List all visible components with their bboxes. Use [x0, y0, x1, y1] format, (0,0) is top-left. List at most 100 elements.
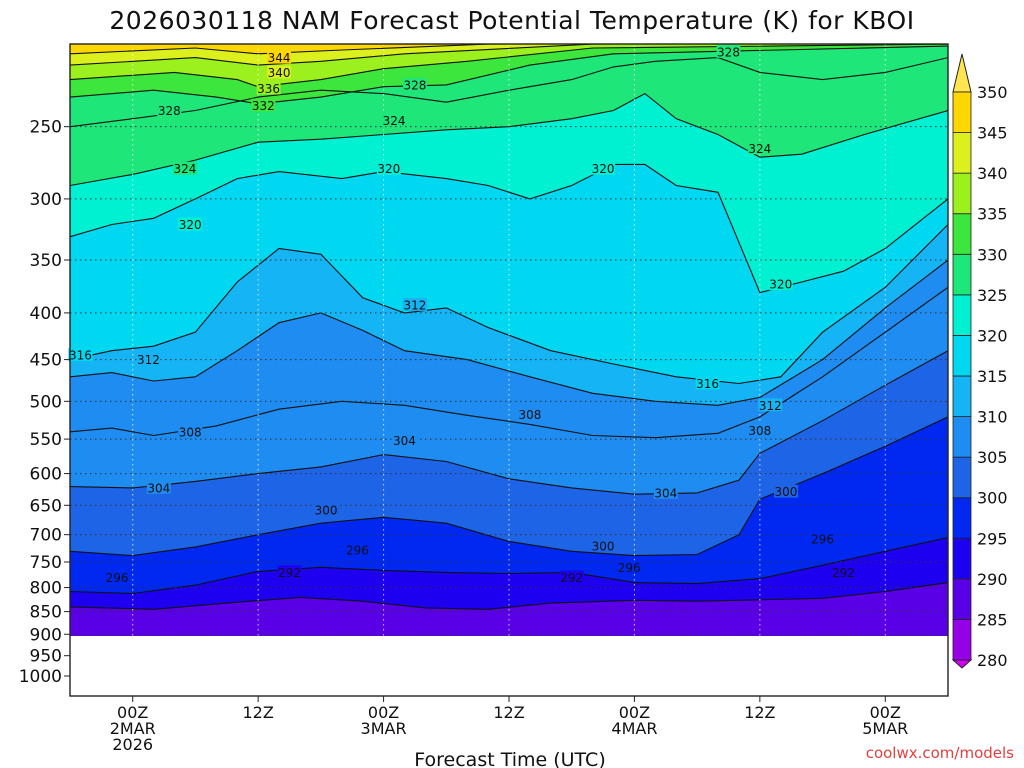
contour-label: 316 — [68, 348, 93, 363]
contour-label: 336 — [256, 81, 281, 96]
colorbar-swatch — [952, 294, 972, 336]
contour-344 — [70, 44, 565, 55]
contour-label-bg — [695, 376, 720, 390]
contour-label-text: 320 — [592, 162, 615, 176]
contour-304 — [70, 350, 948, 495]
contour-label-bg — [402, 297, 427, 311]
contour-label-text: 296 — [618, 561, 641, 575]
colorbar-swatch — [952, 335, 972, 377]
contour-label: 312 — [402, 297, 427, 312]
contour-label-text: 312 — [137, 353, 160, 367]
x-tick-label: 00Z — [368, 703, 399, 722]
x-tick-label: 12Z — [242, 703, 273, 722]
contour-label-bg — [256, 81, 281, 95]
contour-312 — [70, 259, 948, 406]
contour-label: 308 — [747, 423, 772, 438]
y-tick-label: 800 — [30, 579, 62, 599]
contour-label-text: 328 — [403, 78, 426, 92]
contour-label: 300 — [591, 538, 616, 553]
contour-label: 312 — [136, 352, 161, 367]
contour-label-bg — [136, 352, 161, 366]
contour-label: 292 — [277, 565, 302, 580]
contour-label-text: 304 — [393, 434, 416, 448]
contour-label-bg — [768, 277, 793, 291]
contour-label-text: 320 — [179, 218, 202, 232]
contour-label: 304 — [146, 480, 171, 495]
y-tick-label: 550 — [30, 430, 62, 450]
chart-title: 2026030118 NAM Forecast Potential Temper… — [109, 6, 914, 35]
y-tick-label: 850 — [30, 603, 62, 623]
contour-label-text: 300 — [315, 504, 338, 518]
contour-label-bg — [747, 141, 772, 155]
colorbar-label: 320 — [977, 326, 1008, 345]
contour-316 — [70, 224, 948, 385]
contour-336 — [70, 44, 948, 88]
contour-label: 328 — [402, 77, 427, 92]
colorbar-label: 305 — [977, 448, 1008, 467]
colorbar-swatch — [952, 619, 972, 661]
contour-label-text: 320 — [377, 162, 400, 176]
contour-label-text: 292 — [560, 571, 583, 585]
x-tick-label: 3MAR — [361, 719, 407, 738]
colorbar-swatch — [952, 375, 972, 417]
contour-label: 300 — [773, 484, 798, 499]
contour-label-bg — [773, 484, 798, 498]
contour-label-text: 300 — [592, 539, 615, 553]
contour-label-text: 300 — [775, 485, 798, 499]
contour-label-bg — [716, 44, 741, 58]
y-tick-label: 650 — [30, 496, 62, 516]
contour-332 — [70, 45, 948, 105]
contour-label-bg — [591, 161, 616, 175]
contour-label-text: 292 — [832, 566, 855, 580]
contour-label: 316 — [695, 376, 720, 391]
colorbar-label: 350 — [977, 83, 1008, 102]
contour-label-text: 332 — [252, 99, 275, 113]
colorbar-label: 335 — [977, 205, 1008, 224]
colorbar-label: 315 — [977, 367, 1008, 386]
contour-label: 320 — [768, 277, 793, 292]
contour-label-text: 296 — [106, 571, 129, 585]
colorbar-swatch — [952, 253, 972, 296]
y-tick-label: 750 — [30, 553, 62, 573]
colorbar-swatch — [952, 578, 972, 620]
contour-label-text: 316 — [69, 349, 92, 363]
colorbar-swatch — [952, 416, 972, 458]
y-tick-label: 450 — [30, 351, 62, 371]
contour-label-bg — [267, 65, 292, 79]
contour-label: 308 — [517, 407, 542, 422]
contour-label-text: 304 — [147, 481, 170, 495]
contour-label: 312 — [758, 398, 783, 413]
colorbar-label: 300 — [977, 489, 1008, 508]
y-tick-label: 1000 — [19, 667, 62, 687]
colorbar-label: 325 — [977, 286, 1008, 305]
contour-label: 324 — [172, 161, 197, 176]
contour-label: 344 — [267, 50, 292, 65]
contour-label-text: 336 — [257, 82, 280, 96]
contour-label-text: 320 — [769, 278, 792, 292]
contour-label-text: 296 — [346, 544, 369, 558]
contour-label-bg — [617, 560, 642, 574]
y-tick-label: 600 — [30, 465, 62, 485]
contour-label-bg — [345, 543, 370, 557]
colorbar: 280 285 290 295 300 305 310 315 320 325 330 335 340 3… — [951, 53, 1008, 670]
colorbar-label: 330 — [977, 245, 1008, 264]
contour-label-bg — [653, 485, 678, 499]
colorbar-swatch — [952, 172, 972, 215]
colorbar-label: 310 — [977, 408, 1008, 427]
contour-label: 320 — [376, 161, 401, 176]
colorbar-label: 340 — [977, 164, 1008, 183]
contour-label-bg — [251, 98, 276, 112]
contour-label-bg — [178, 424, 203, 438]
colorbar-swatch — [952, 497, 972, 539]
y-tick-label: 500 — [30, 392, 62, 412]
contour-label-bg — [105, 570, 130, 584]
contour-label-bg — [178, 217, 203, 231]
contour-label: 296 — [105, 570, 130, 585]
contour-label: 300 — [314, 503, 339, 518]
contour-label-bg — [392, 433, 417, 447]
contour-label-bg — [267, 50, 292, 64]
contour-label-bg — [382, 113, 407, 127]
x-tick-label: 00Z — [117, 703, 148, 722]
contour-label: 292 — [559, 570, 584, 585]
x-tick-label: 00Z — [619, 703, 650, 722]
